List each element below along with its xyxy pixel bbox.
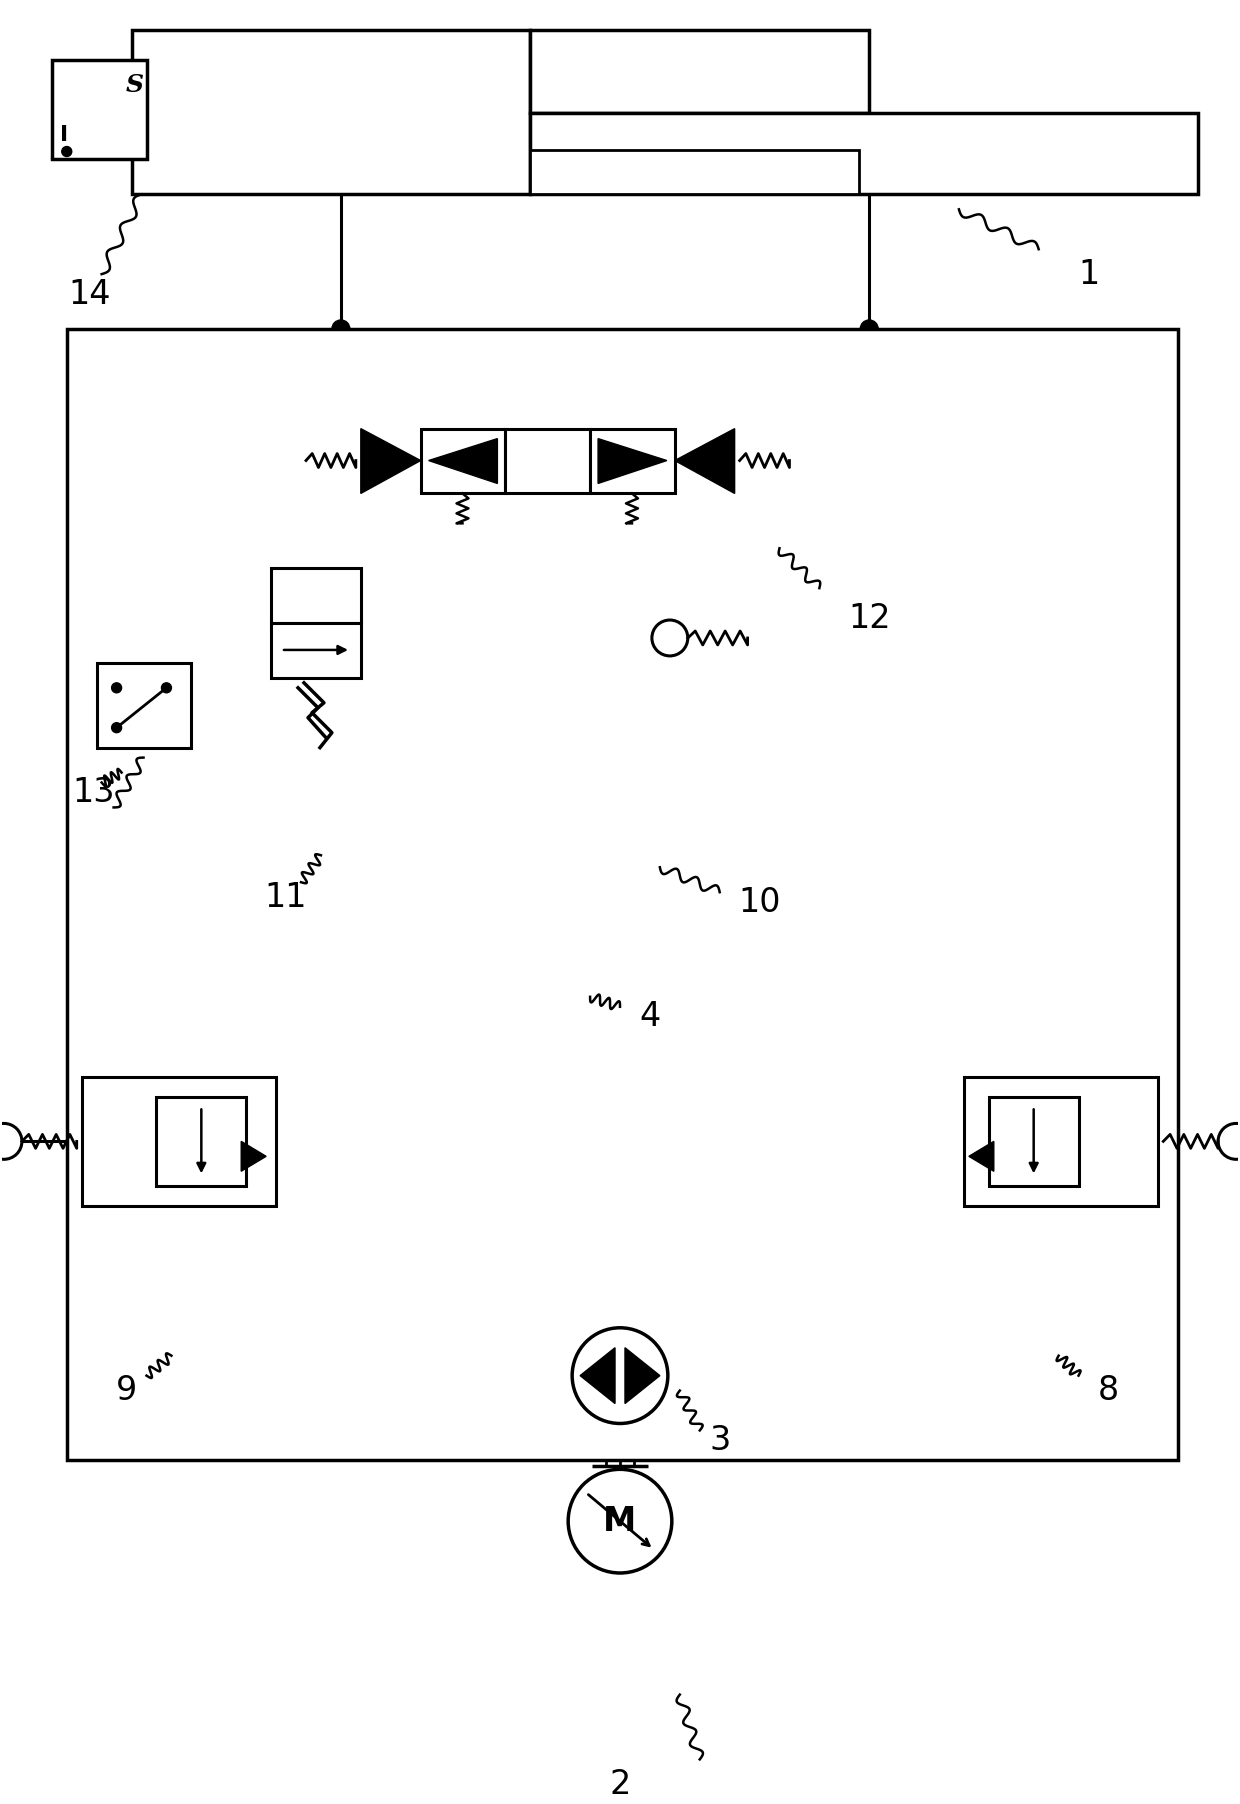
Circle shape (161, 684, 171, 693)
Text: 14: 14 (68, 278, 110, 310)
Circle shape (572, 1328, 668, 1423)
Polygon shape (580, 1348, 615, 1404)
Bar (156, 1097, 247, 1187)
Polygon shape (625, 1348, 660, 1404)
Bar (531, 31, 869, 112)
Circle shape (652, 621, 688, 657)
Polygon shape (675, 429, 734, 494)
Text: M: M (604, 1505, 636, 1537)
Circle shape (112, 723, 122, 732)
Bar (420, 429, 506, 494)
Bar (82, 1077, 277, 1207)
Polygon shape (968, 1142, 993, 1171)
Circle shape (568, 1468, 672, 1573)
Text: 4: 4 (640, 999, 661, 1034)
Text: 11: 11 (265, 880, 308, 913)
Text: 9: 9 (117, 1375, 138, 1407)
Circle shape (112, 684, 122, 693)
Bar (97, 662, 191, 747)
Polygon shape (598, 438, 667, 483)
Bar (531, 112, 1198, 195)
Bar (988, 1097, 1079, 1187)
Circle shape (861, 319, 878, 337)
Text: 3: 3 (709, 1423, 730, 1458)
Bar (67, 328, 1178, 1461)
Bar (131, 31, 531, 195)
Bar (590, 429, 675, 494)
Circle shape (1218, 1124, 1240, 1160)
Text: 8: 8 (1097, 1375, 1118, 1407)
Circle shape (332, 319, 350, 337)
Polygon shape (361, 429, 420, 494)
Circle shape (62, 146, 72, 157)
Bar (506, 429, 590, 494)
Text: S: S (125, 72, 144, 97)
Polygon shape (429, 438, 497, 483)
Circle shape (0, 1124, 22, 1160)
Bar (272, 622, 361, 678)
Bar (963, 1077, 1158, 1207)
Bar (272, 568, 361, 622)
Text: 2: 2 (609, 1768, 631, 1800)
Text: 12: 12 (848, 601, 890, 635)
Text: 10: 10 (738, 886, 781, 918)
Text: 1: 1 (1078, 258, 1099, 290)
Bar (52, 60, 146, 159)
Text: I: I (60, 124, 68, 144)
Text: 13: 13 (72, 776, 115, 808)
Bar (531, 150, 859, 195)
Polygon shape (242, 1142, 267, 1171)
